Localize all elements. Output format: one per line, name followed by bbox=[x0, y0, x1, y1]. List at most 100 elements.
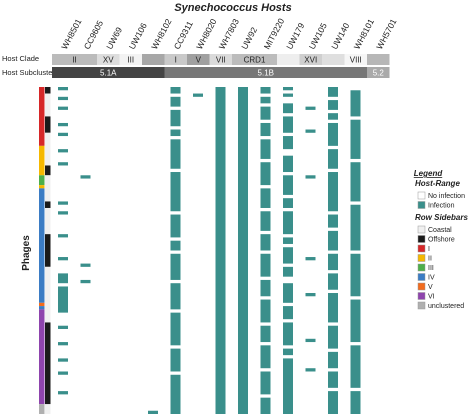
legend-swatch bbox=[417, 273, 426, 281]
legend-entry-label: I bbox=[428, 246, 430, 253]
sidebar-env-segment bbox=[45, 322, 51, 405]
infection-cell bbox=[328, 391, 338, 414]
host-subcluster-segment bbox=[164, 67, 367, 78]
infection-cell bbox=[328, 214, 338, 228]
legend-swatch bbox=[417, 292, 426, 300]
infection-cell bbox=[58, 211, 68, 215]
infection-cell bbox=[305, 129, 316, 133]
host-clade-segment-label: V bbox=[196, 56, 202, 65]
host-subcluster-bar: 5.1A 5.1B 5.2 bbox=[52, 67, 390, 78]
host-clade-segment bbox=[142, 54, 165, 65]
host-subcluster-segment-label: 5.1A bbox=[100, 69, 117, 78]
infection-cell bbox=[328, 113, 338, 120]
sidebar-env-segment bbox=[45, 93, 51, 117]
host-label: UW105 bbox=[307, 21, 329, 51]
host-clade-segment bbox=[344, 54, 367, 65]
infection-cell bbox=[58, 201, 68, 205]
sidebar-env-segment bbox=[45, 175, 51, 202]
infection-cell bbox=[283, 136, 293, 150]
infection-cell bbox=[305, 293, 316, 297]
infection-cell bbox=[350, 204, 361, 251]
infection-cell bbox=[305, 368, 316, 372]
infection-cell bbox=[283, 175, 293, 195]
infection-cell bbox=[193, 93, 203, 97]
host-label: MIT9220 bbox=[262, 16, 287, 51]
infection-cell bbox=[328, 230, 338, 251]
sidebar-env-segment bbox=[45, 207, 51, 235]
infection-cell bbox=[58, 162, 68, 166]
infection-cell bbox=[283, 103, 293, 114]
sidebar-env-segment bbox=[45, 404, 51, 414]
host-label: CC9605 bbox=[82, 18, 106, 50]
sidebar-clade-segment bbox=[39, 185, 45, 189]
infection-cell bbox=[305, 106, 316, 110]
host-label: CC9311 bbox=[172, 19, 195, 51]
infection-cell bbox=[260, 345, 271, 369]
host-label: UW106 bbox=[127, 21, 149, 51]
infection-cell bbox=[328, 100, 338, 110]
infection-cell bbox=[260, 397, 271, 414]
infection-cell bbox=[58, 358, 68, 362]
infection-cell bbox=[58, 286, 68, 313]
infection-cell bbox=[170, 109, 181, 127]
infection-cell bbox=[283, 247, 293, 264]
host-subcluster-label: Host Subcluster bbox=[2, 68, 55, 77]
sidebar-clade-segment bbox=[39, 145, 45, 176]
host-clade-segment-label: III bbox=[127, 56, 134, 65]
host-label: WH7803 bbox=[217, 17, 241, 51]
infection-cell bbox=[260, 188, 271, 208]
infection-cell bbox=[80, 175, 91, 179]
host-subcluster-segment bbox=[52, 67, 165, 78]
sidebar-clade-segment bbox=[39, 309, 45, 405]
host-label: WH8101 bbox=[352, 17, 376, 51]
infection-cell bbox=[260, 325, 271, 343]
sidebar-clade-segment bbox=[39, 87, 45, 146]
infection-cell bbox=[58, 122, 68, 127]
infection-cell bbox=[283, 155, 293, 173]
host-label: UW179 bbox=[284, 21, 306, 51]
sidebar-env-segment bbox=[45, 234, 51, 267]
infection-cell bbox=[283, 306, 293, 320]
infection-cell bbox=[260, 139, 271, 159]
infection-cell bbox=[58, 132, 68, 137]
infection-cell bbox=[58, 149, 68, 153]
infection-cell bbox=[260, 253, 271, 277]
infection-cell bbox=[350, 162, 361, 202]
infection-cell bbox=[328, 253, 338, 271]
host-clade-segment bbox=[277, 54, 300, 65]
legend-entry-label: Offshore bbox=[428, 237, 455, 244]
infection-cell bbox=[283, 198, 293, 208]
infection-cell bbox=[350, 391, 361, 414]
infection-cell bbox=[283, 348, 293, 356]
infection-cell bbox=[350, 345, 361, 388]
infection-cell bbox=[170, 312, 181, 346]
infection-cell bbox=[58, 325, 68, 329]
infection-cell bbox=[80, 263, 91, 267]
infection-cell bbox=[283, 283, 293, 303]
infection-cell bbox=[58, 96, 68, 101]
infection-cell bbox=[283, 358, 293, 414]
host-label: WH8102 bbox=[149, 17, 173, 51]
infection-cell bbox=[170, 87, 181, 94]
infection-cell bbox=[170, 139, 181, 169]
sidebar-env-segment bbox=[45, 165, 51, 176]
infection-cell bbox=[260, 106, 271, 120]
legend-entry-label: Coastal bbox=[428, 227, 452, 234]
infection-cell bbox=[283, 211, 293, 235]
host-clade-segment bbox=[299, 54, 322, 65]
infection-cell bbox=[283, 87, 293, 91]
legend-entry-label: No infection bbox=[428, 193, 465, 200]
legend-swatch bbox=[417, 225, 426, 234]
infection-cell bbox=[305, 257, 316, 261]
infection-cell bbox=[170, 214, 181, 238]
infection-cell bbox=[260, 162, 271, 186]
host-clade-segment bbox=[164, 54, 187, 65]
infection-cell bbox=[148, 410, 158, 414]
legend-swatch bbox=[417, 235, 426, 243]
sidebar-env-segment bbox=[45, 87, 51, 94]
infection-cell bbox=[283, 116, 293, 133]
infection-cell bbox=[350, 299, 361, 343]
legend-host-range-title: Host-Range bbox=[415, 179, 460, 188]
